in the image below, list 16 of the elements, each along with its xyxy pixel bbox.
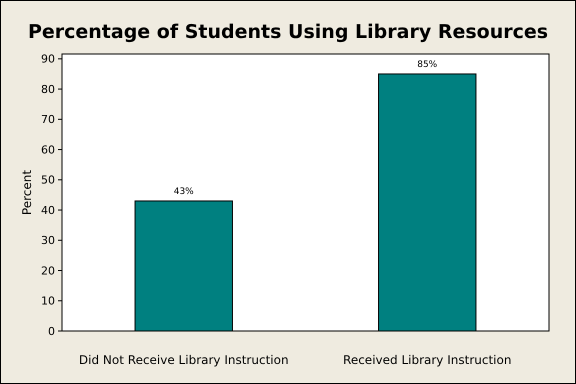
y-tick-label: 10 — [41, 294, 55, 308]
y-tick-label: 30 — [41, 234, 55, 248]
y-tick-label: 60 — [41, 143, 55, 156]
y-tick-label: 90 — [41, 52, 55, 66]
y-tick-label: 0 — [48, 324, 55, 338]
x-tick-label: Received Library Instruction — [343, 353, 512, 367]
chart-title: Percentage of Students Using Library Resources — [28, 21, 548, 43]
data-label: 43% — [174, 186, 194, 197]
y-tick-label: 80 — [41, 82, 55, 96]
y-tick-label: 20 — [41, 264, 55, 278]
y-tick-label: 50 — [41, 174, 55, 187]
y-tick-label: 40 — [41, 204, 55, 217]
data-label: 85% — [417, 60, 438, 70]
x-tick-label: Did Not Receive Library Instruction — [78, 353, 289, 367]
y-tick-label: 70 — [41, 113, 55, 126]
y-axis-title: Percent — [20, 170, 34, 216]
